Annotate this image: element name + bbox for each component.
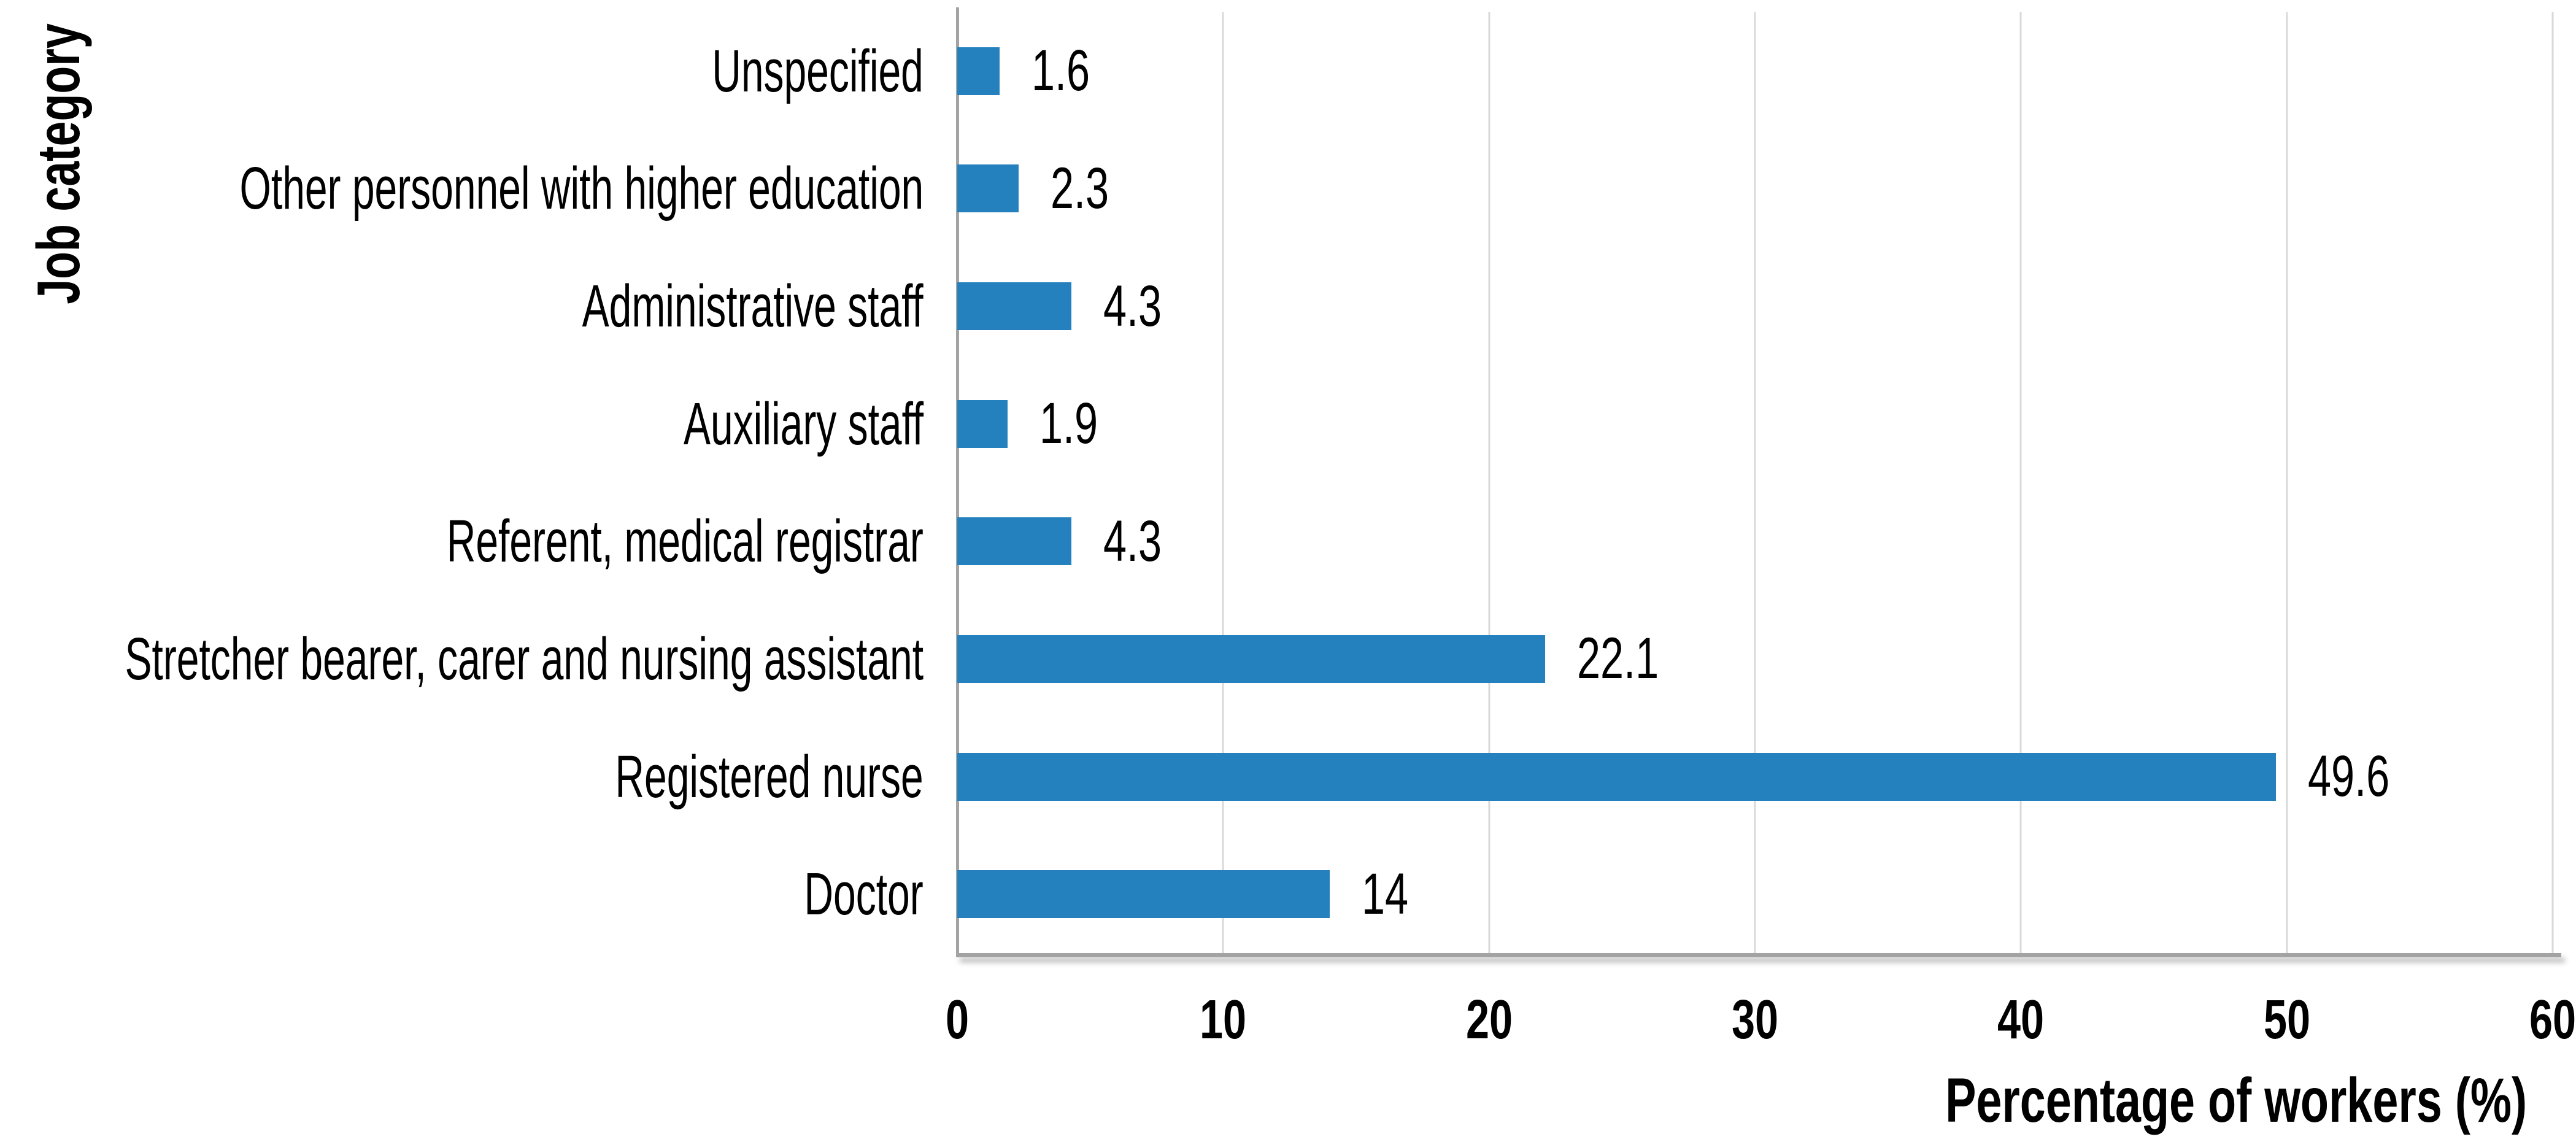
gridline <box>1488 12 1490 953</box>
value-label: 14 <box>1361 861 1408 927</box>
x-tick-label: 30 <box>1731 989 1779 1051</box>
bar <box>957 752 2277 801</box>
bar-row: 1.9 <box>957 365 2553 483</box>
x-axis-title: Percentage of workers (%) <box>1945 1065 2527 1135</box>
x-tick-label: 50 <box>2263 989 2310 1051</box>
x-tick-label: 20 <box>1465 989 1513 1051</box>
bar-row: 22.1 <box>957 600 2553 718</box>
value-label: 4.3 <box>1103 508 1162 574</box>
category-label: Doctor <box>804 860 924 928</box>
category-row: Registered nurse <box>25 718 924 836</box>
category-label: Referent, medical registrar <box>446 507 924 575</box>
gridline <box>1754 12 1756 953</box>
gridline <box>1222 12 1224 953</box>
value-label: 1.6 <box>1032 38 1090 104</box>
category-label: Stretcher bearer, carer and nursing assi… <box>125 625 924 692</box>
category-label: Other personnel with higher education <box>239 155 924 222</box>
bar-row: 2.3 <box>957 130 2553 248</box>
category-label: Administrative staff <box>582 272 924 340</box>
y-axis-line <box>956 7 959 953</box>
category-label: Unspecified <box>712 37 924 104</box>
x-tick-label: 40 <box>1997 989 2045 1051</box>
value-label: 49.6 <box>2308 744 2390 809</box>
value-label: 4.3 <box>1103 273 1162 339</box>
value-label: 22.1 <box>1576 626 1659 692</box>
category-row: Other personnel with higher education <box>25 130 924 248</box>
bar <box>957 164 1019 213</box>
gridline <box>2019 12 2022 953</box>
bar <box>957 399 1008 448</box>
plot-area: 1.6 2.3 4.3 1.9 4.3 22.1 <box>956 7 2561 957</box>
bar-row: 49.6 <box>957 718 2553 836</box>
bar <box>957 635 1545 683</box>
category-row: Unspecified <box>25 12 924 130</box>
bar <box>957 47 1000 95</box>
x-axis: 0 10 20 30 40 50 60 <box>946 953 2576 1051</box>
x-tick-label: 0 <box>945 989 970 1051</box>
category-row: Administrative staff <box>25 247 924 365</box>
bars: 1.6 2.3 4.3 1.9 4.3 22.1 <box>957 12 2553 953</box>
bar-row: 4.3 <box>957 247 2553 365</box>
category-axis: Unspecified Other personnel with higher … <box>25 12 924 953</box>
value-label: 2.3 <box>1050 155 1109 221</box>
category-label: Registered nurse <box>615 743 924 810</box>
gridline <box>2286 12 2288 953</box>
category-row: Doctor <box>25 835 924 953</box>
x-tick-label: 10 <box>1200 989 1247 1051</box>
bar-row: 1.6 <box>957 12 2553 130</box>
bar <box>957 870 1330 919</box>
x-axis-line <box>956 953 2561 957</box>
category-label: Auxiliary staff <box>683 390 924 457</box>
bar-row: 4.3 <box>957 483 2553 601</box>
value-label: 1.9 <box>1039 391 1098 457</box>
gridline <box>2551 12 2554 953</box>
category-row: Auxiliary staff <box>25 365 924 483</box>
bar <box>957 517 1072 566</box>
category-row: Referent, medical registrar <box>25 483 924 601</box>
category-row: Stretcher bearer, carer and nursing assi… <box>25 600 924 718</box>
bar-row: 14 <box>957 835 2553 953</box>
bar <box>957 282 1072 331</box>
x-tick-label: 60 <box>2529 989 2576 1051</box>
